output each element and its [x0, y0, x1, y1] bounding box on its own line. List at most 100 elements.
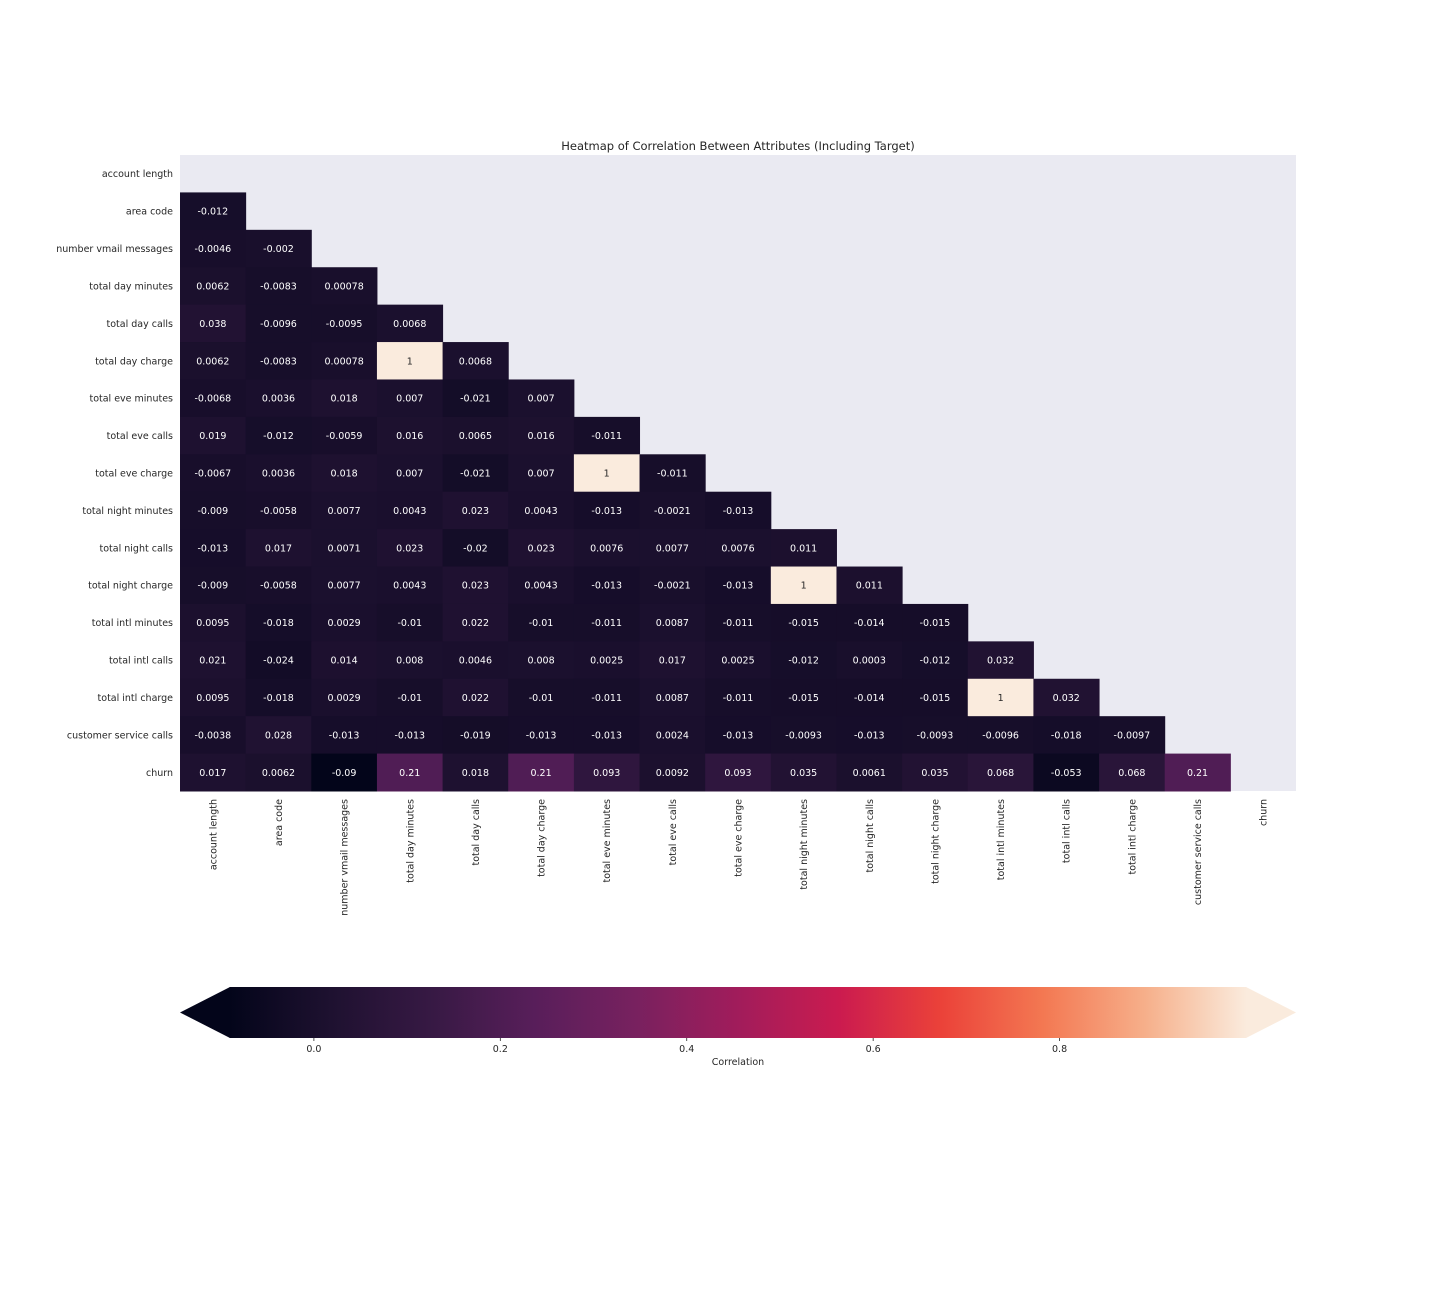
cell-value-label: -0.011 [591, 431, 622, 442]
heatmap-cell [573, 491, 641, 530]
cell-value-label: 0.028 [265, 730, 292, 741]
cell-value-label: 0.0036 [262, 469, 295, 480]
heatmap-cell [770, 529, 837, 568]
cell-value-label: 0.018 [462, 768, 489, 779]
cell-value-label: 0.00078 [324, 281, 363, 292]
cell-value-label: 0.0003 [853, 656, 886, 667]
heatmap-cell [180, 716, 247, 755]
heatmap-cell [442, 678, 509, 717]
cell-value-label: 0.017 [199, 768, 226, 779]
cell-value-label: 0.032 [1053, 693, 1080, 704]
cell-value-label: 0.0077 [327, 581, 360, 592]
cell-value-label: 0.0046 [459, 656, 492, 667]
heatmap-cell [770, 753, 837, 792]
heatmap-cell [573, 641, 641, 680]
cell-value-label: 0.007 [396, 394, 423, 405]
x-tick-label: total eve charge [734, 799, 745, 877]
heatmap-cell [245, 379, 312, 418]
x-tick-label: total day calls [471, 799, 482, 866]
heatmap-cell [180, 416, 247, 455]
heatmap-cell [311, 641, 378, 680]
colorbar-tick-label: 0.0 [306, 1044, 321, 1055]
cell-value-label: -0.0083 [260, 281, 297, 292]
x-tick-label: total eve minutes [602, 799, 613, 883]
heatmap-cell [245, 454, 312, 493]
cell-value-label: -0.021 [460, 394, 491, 405]
cell-value-label: 0.0024 [656, 730, 689, 741]
cell-value-label: -0.011 [657, 469, 688, 480]
cell-value-label: 0.0087 [656, 693, 689, 704]
heatmap-cell [836, 641, 903, 680]
cell-value-label: -0.0046 [194, 244, 231, 255]
y-axis-labels: account length area code number vmail mess… [56, 169, 173, 779]
cell-value-label: 0.0077 [327, 506, 360, 517]
cell-value-label: 0.017 [659, 656, 686, 667]
x-tick-label: area code [274, 799, 285, 846]
cell-value-label: -0.01 [529, 693, 554, 704]
heatmap-cell [967, 753, 1034, 792]
heatmap-cell [639, 716, 706, 755]
heatmap-cell [442, 416, 509, 455]
heatmap-cell [180, 753, 247, 792]
cell-value-label: -0.009 [198, 506, 229, 517]
cell-value-label: 0.21 [399, 768, 420, 779]
cell-value-label: 0.093 [724, 768, 751, 779]
heatmap-cell [705, 529, 772, 568]
heatmap-cell [836, 566, 903, 605]
cell-value-label: 0.0025 [721, 656, 754, 667]
cell-value-label: -0.013 [198, 543, 229, 554]
heatmap-cell [245, 342, 312, 380]
cell-value-label: -0.0093 [785, 730, 822, 741]
heatmap-cell [639, 678, 706, 717]
cell-value-label: -0.013 [394, 730, 425, 741]
cell-value-label: 0.023 [396, 543, 423, 554]
x-tick-label: total day minutes [405, 799, 416, 883]
cell-value-label: 0.035 [790, 768, 817, 779]
cell-value-label: 0.0043 [524, 506, 557, 517]
heatmap-cell [705, 603, 772, 642]
x-tick-label: number vmail messages [340, 799, 351, 916]
cell-value-label: 0.019 [199, 431, 226, 442]
heatmap-cell [508, 603, 575, 642]
heatmap-cell [180, 342, 247, 380]
heatmap-cell [180, 603, 247, 642]
cell-value-label: 0.007 [527, 394, 554, 405]
heatmap-cell [376, 454, 444, 493]
heatmap-cell [508, 716, 575, 755]
heatmap-cell [376, 603, 444, 642]
heatmap-cell [442, 603, 509, 642]
cell-value-label: 0.011 [856, 581, 883, 592]
cell-value-label: -0.0096 [982, 730, 1019, 741]
cell-value-label: -0.013 [591, 506, 622, 517]
heatmap-cell [180, 491, 247, 530]
heatmap-cell [1033, 678, 1100, 717]
cell-value-label: -0.013 [723, 730, 754, 741]
heatmap-cells: -0.012 -0.0046 -0.002 0.0062 -0.0083 0.00078 0… [180, 192, 1231, 792]
cell-value-label: 0.0087 [656, 618, 689, 629]
cell-value-label: 0.022 [462, 618, 489, 629]
cell-value-label: 0.0092 [656, 768, 689, 779]
cell-value-label: -0.015 [920, 618, 951, 629]
heatmap-cell [967, 716, 1034, 755]
heatmap-cell [311, 267, 378, 306]
cell-value-label: 0.0061 [853, 768, 886, 779]
y-tick-label: number vmail messages [56, 244, 173, 255]
cell-value-label: -0.014 [854, 693, 885, 704]
cell-value-label: -0.014 [854, 618, 885, 629]
heatmap-cell [376, 566, 444, 605]
x-tick-label: total eve calls [668, 799, 679, 865]
x-axis-labels: account length area code number vmail mess… [208, 799, 1269, 916]
y-tick-label: total day charge [95, 356, 173, 367]
heatmap-cell [770, 678, 837, 717]
x-tick-label: total intl charge [1127, 799, 1138, 875]
heatmap-cell [1033, 753, 1100, 792]
heatmap-cell [376, 529, 444, 568]
heatmap-cell [311, 716, 378, 755]
heatmap-cell [836, 678, 903, 717]
cell-value-label: 0.0076 [721, 543, 754, 554]
heatmap-cell [770, 641, 837, 680]
heatmap-cell [376, 641, 444, 680]
cell-value-label: -0.013 [854, 730, 885, 741]
heatmap-cell [836, 716, 903, 755]
heatmap-cell [442, 641, 509, 680]
